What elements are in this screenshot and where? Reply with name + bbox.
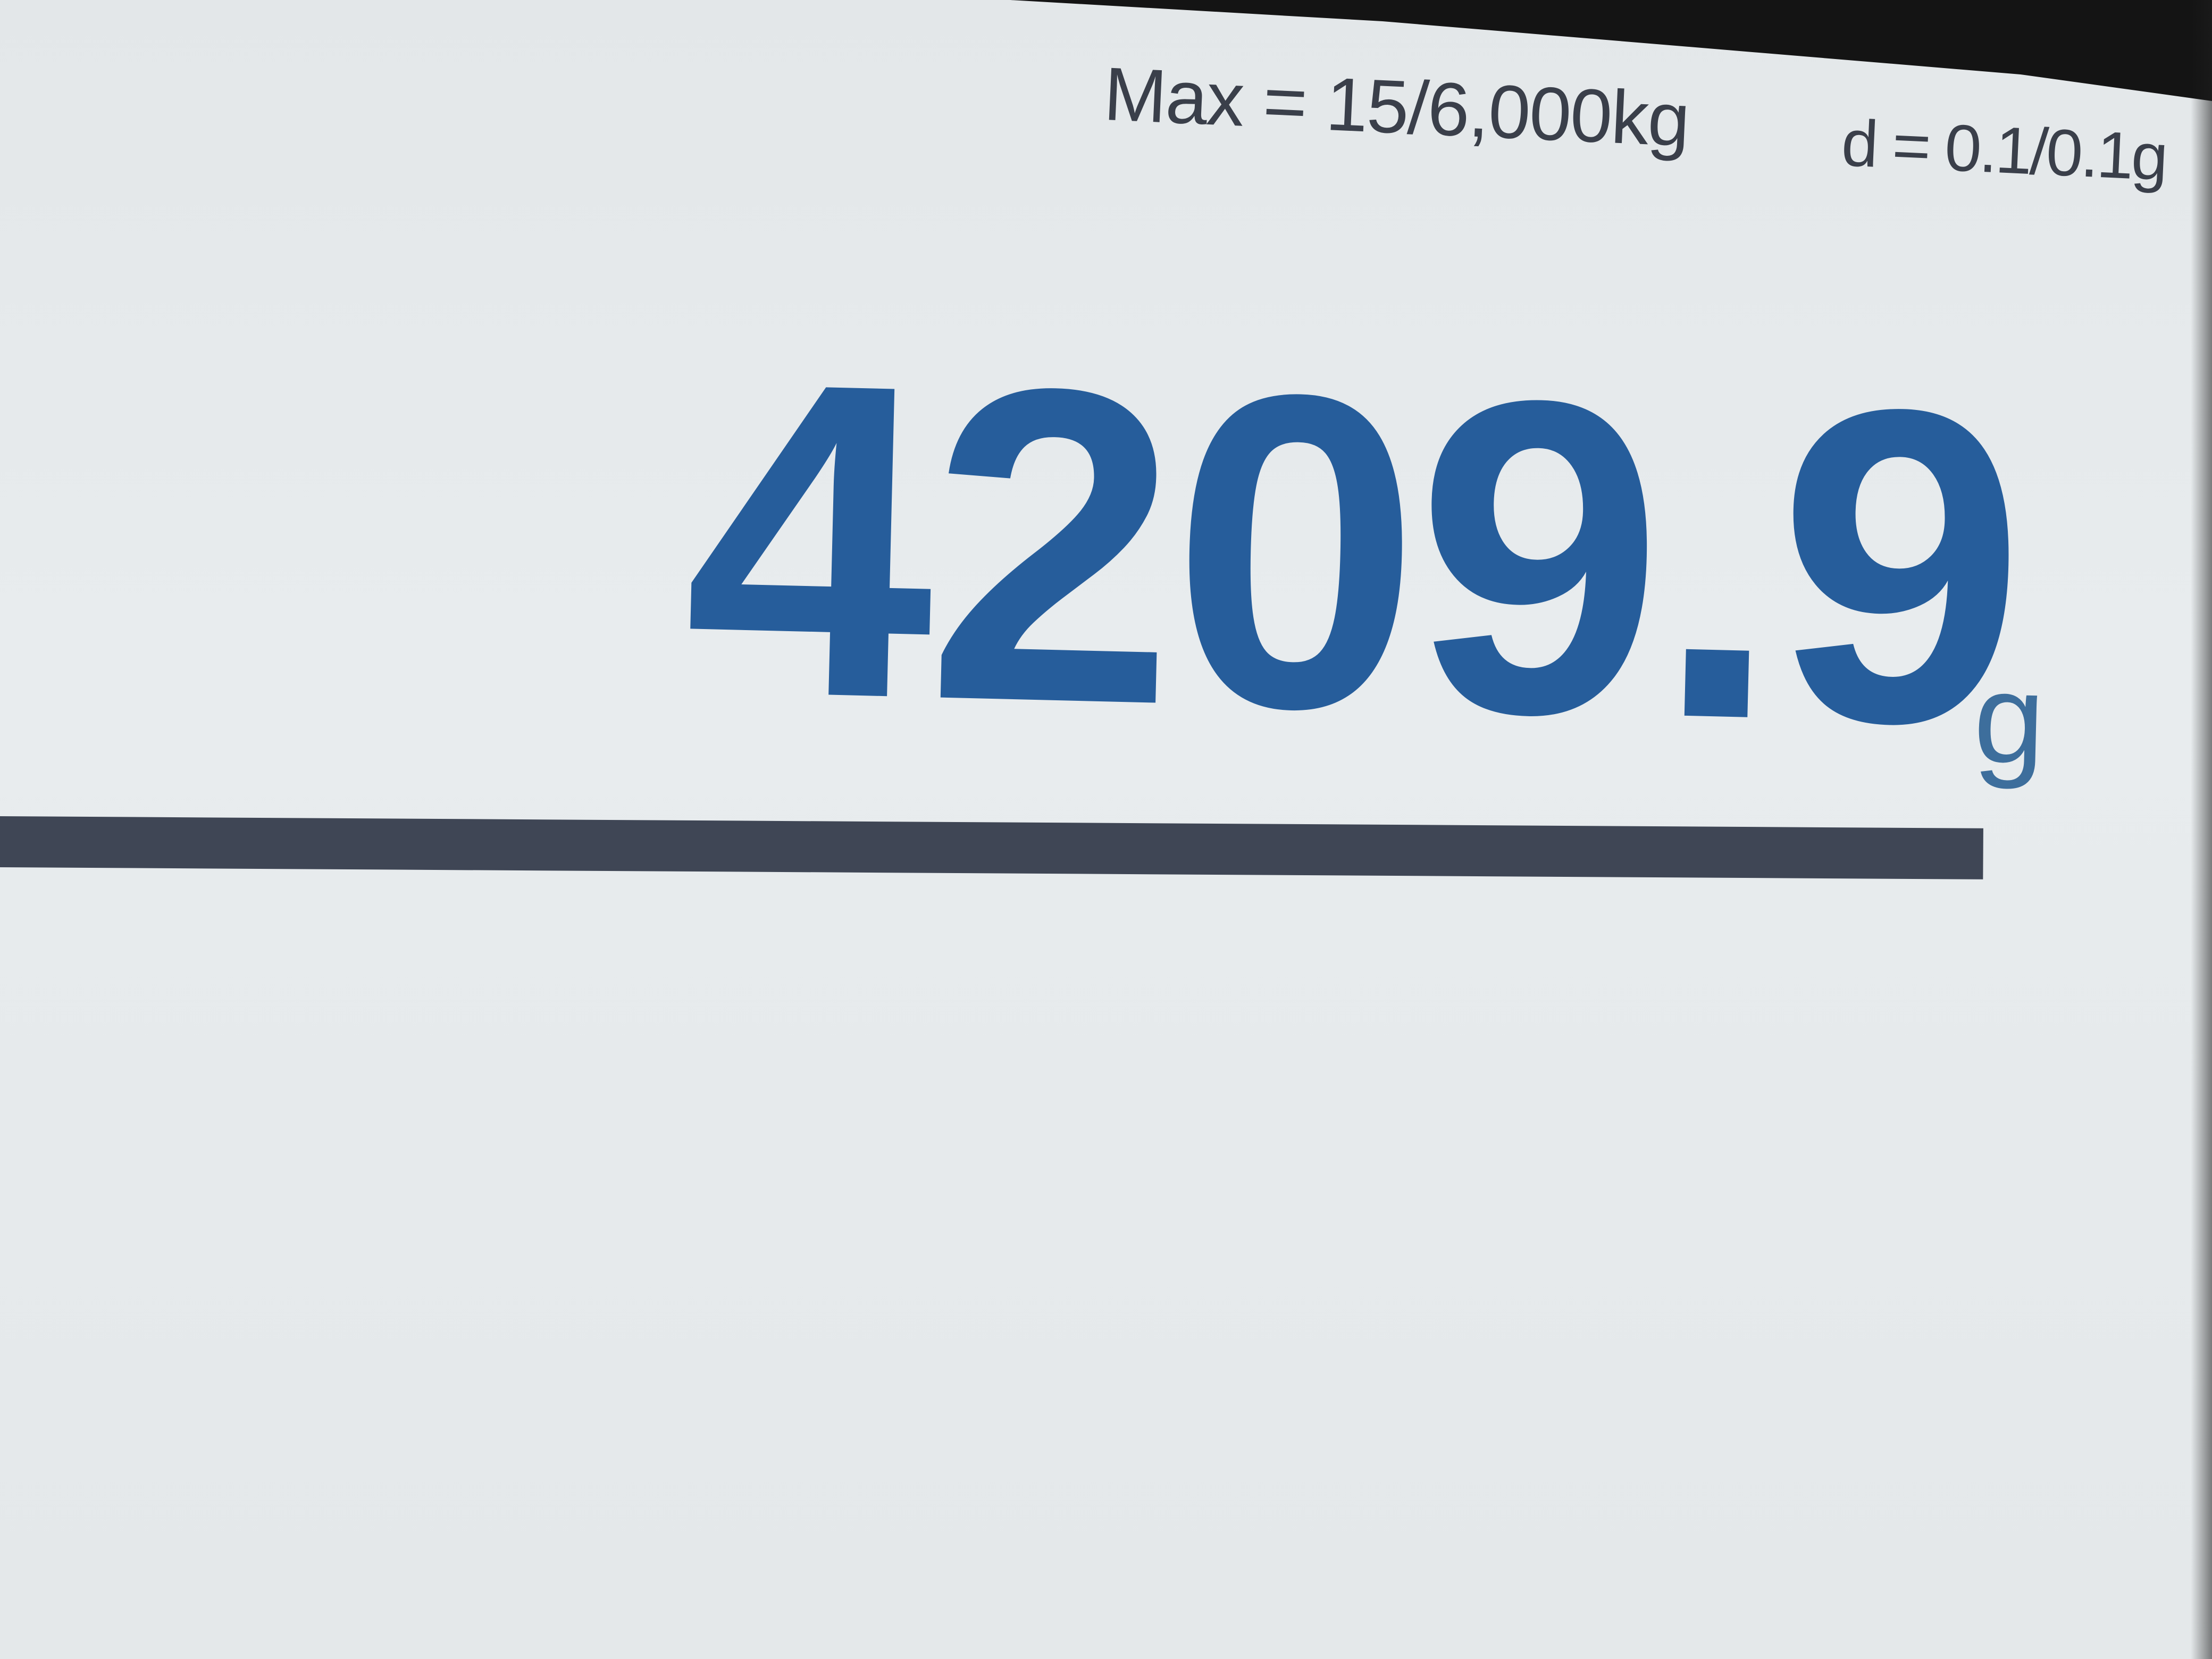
display-bezel-edge <box>2191 0 2212 1659</box>
max-capacity-label: Max = 15/6,000kg <box>1102 51 1691 163</box>
weight-unit: g <box>1972 646 2047 791</box>
weight-value: 4209.9 <box>680 288 2026 819</box>
weight-readout: 4209.9 g <box>680 288 2073 826</box>
readout-divider <box>0 816 1983 879</box>
capacity-info: Max = 15/6,000kg d = 0.1/0.1g <box>1100 51 2200 228</box>
division-label: d = 0.1/0.1g <box>1840 106 2168 195</box>
